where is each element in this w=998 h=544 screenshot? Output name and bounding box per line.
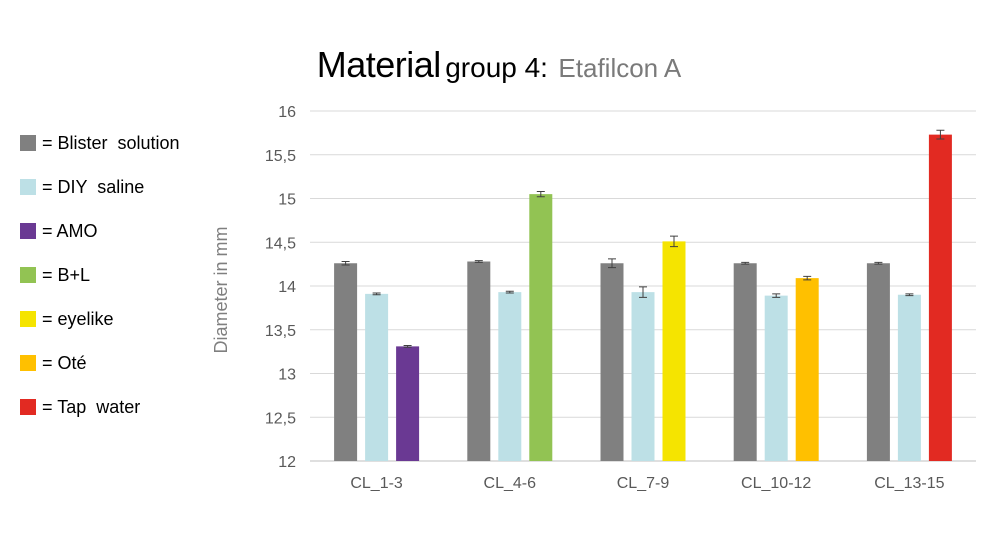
- y-tick-label: 13,5: [265, 323, 296, 340]
- bar: [795, 278, 819, 461]
- bar: [733, 263, 757, 461]
- x-tick-label: CL_1-3: [350, 475, 403, 492]
- bar: [334, 263, 358, 461]
- y-axis-label: Diameter in mm: [211, 226, 231, 353]
- chart-title: Material group 4: Etafilcon A: [0, 44, 998, 86]
- legend-item: = eyelike: [20, 308, 180, 330]
- bar: [764, 295, 788, 461]
- bar: [396, 346, 420, 461]
- bar: [662, 241, 686, 461]
- legend-label: = Oté: [42, 352, 87, 373]
- chart-title-main: Material: [316, 44, 442, 85]
- bar: [498, 292, 522, 461]
- legend-item: = DIY saline: [20, 176, 180, 198]
- legend-swatch: [20, 179, 36, 195]
- legend-swatch: [20, 311, 36, 327]
- legend-swatch: [20, 223, 36, 239]
- chart-title-group: group 4:: [445, 52, 548, 83]
- legend-item: = Oté: [20, 352, 180, 374]
- legend-label: = B+L: [42, 264, 91, 285]
- bar: [928, 134, 952, 461]
- legend-label: = AMO: [42, 220, 98, 241]
- legend-swatch: [20, 399, 36, 415]
- bar: [529, 194, 553, 461]
- x-tick-label: CL_4-6: [484, 475, 537, 492]
- y-tick-label: 12,5: [265, 410, 296, 427]
- legend-label: = eyelike: [42, 308, 114, 329]
- x-tick-label: CL_13-15: [874, 475, 944, 492]
- chart-subtitle: Etafilcon A: [558, 53, 682, 83]
- legend-item: = Blister solution: [20, 132, 180, 154]
- legend-swatch: [20, 135, 36, 151]
- legend-label: = Blister solution: [42, 132, 180, 153]
- bar: [365, 293, 389, 461]
- chart-legend: = Blister solution = DIY saline = AMO = B+L…: [20, 132, 180, 440]
- legend-item: = B+L: [20, 264, 180, 286]
- x-tick-label: CL_10-12: [741, 475, 811, 492]
- bar: [600, 263, 624, 461]
- bar: [631, 292, 655, 461]
- legend-swatch: [20, 355, 36, 371]
- legend-item: = AMO: [20, 220, 180, 242]
- y-tick-label: 12: [278, 454, 296, 471]
- legend-label: = Tap water: [42, 396, 141, 417]
- y-tick-label: 14: [278, 279, 296, 296]
- x-tick-label: CL_7-9: [617, 475, 670, 492]
- legend-swatch: [20, 267, 36, 283]
- bar: [467, 261, 491, 461]
- bar: [897, 294, 921, 461]
- y-tick-label: 14,5: [265, 235, 296, 252]
- y-tick-label: 16: [278, 104, 296, 121]
- y-tick-label: 13: [278, 367, 296, 384]
- y-tick-label: 15: [278, 192, 296, 209]
- legend-item: = Tap water: [20, 396, 180, 418]
- legend-label: = DIY saline: [42, 176, 145, 197]
- bar: [866, 263, 890, 461]
- y-tick-label: 15,5: [265, 148, 296, 165]
